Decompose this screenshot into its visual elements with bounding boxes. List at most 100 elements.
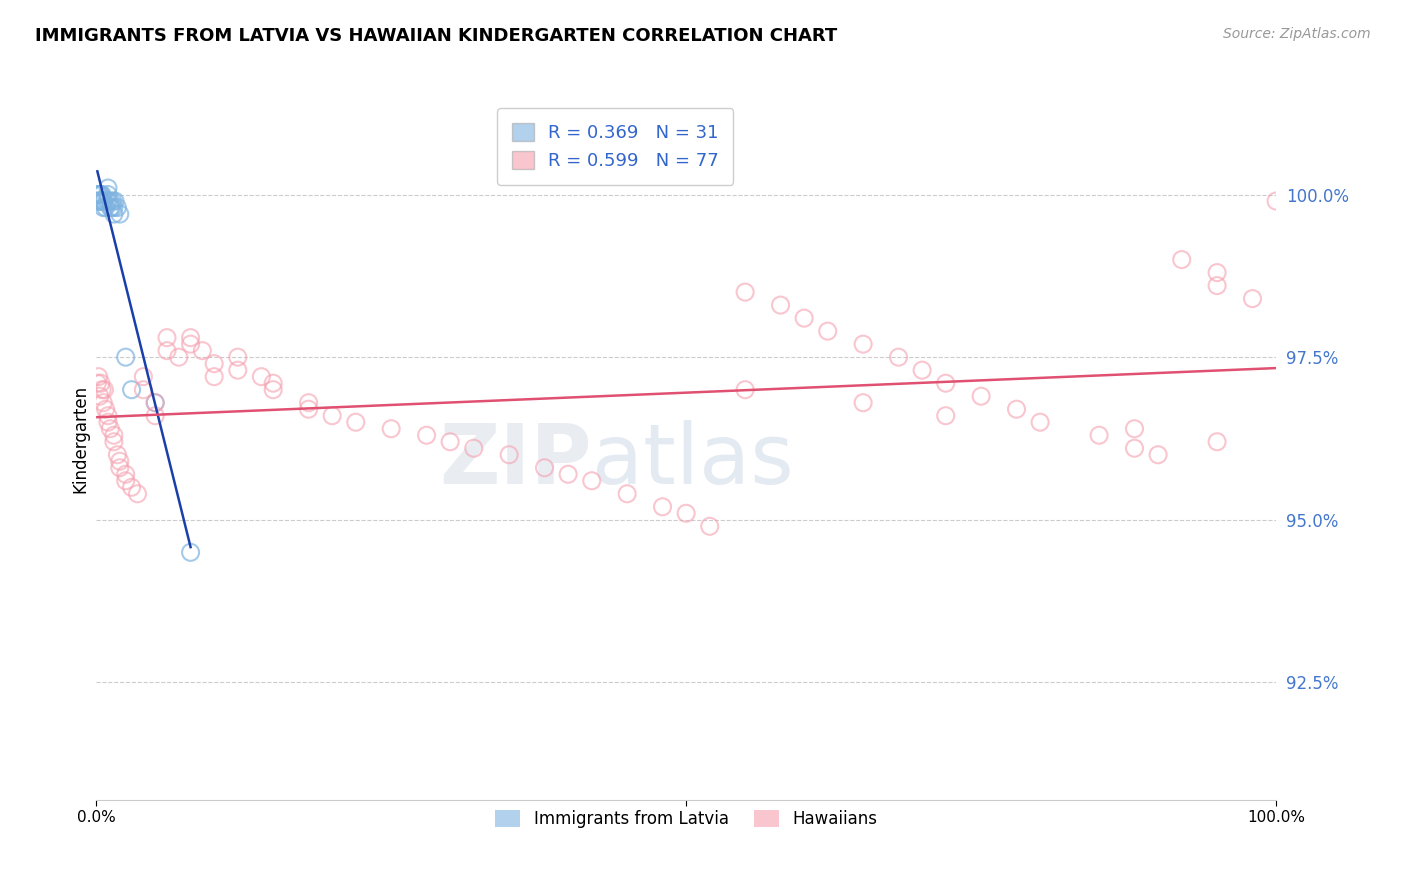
Point <box>321 409 343 423</box>
Point <box>91 383 114 397</box>
Point <box>180 337 202 351</box>
Point <box>1123 442 1146 456</box>
Point <box>1265 194 1288 208</box>
Point <box>91 194 114 208</box>
Point <box>89 187 111 202</box>
Point <box>911 363 934 377</box>
Point <box>852 337 875 351</box>
Point <box>734 285 756 299</box>
Point <box>104 194 127 208</box>
Legend: Immigrants from Latvia, Hawaiians: Immigrants from Latvia, Hawaiians <box>489 803 883 835</box>
Point <box>581 474 603 488</box>
Point <box>297 402 319 417</box>
Point <box>180 331 202 345</box>
Point <box>156 331 179 345</box>
Point <box>935 409 957 423</box>
Point <box>180 545 202 559</box>
Point <box>769 298 792 312</box>
Point <box>90 187 112 202</box>
Point <box>89 194 111 208</box>
Point <box>226 363 249 377</box>
Point <box>734 383 756 397</box>
Point <box>143 395 166 409</box>
Point <box>143 395 166 409</box>
Point <box>97 415 120 429</box>
Point <box>100 201 122 215</box>
Point <box>94 402 117 417</box>
Point <box>415 428 437 442</box>
Point <box>87 194 110 208</box>
Point <box>87 187 110 202</box>
Point <box>202 357 225 371</box>
Point <box>91 187 114 202</box>
Point <box>108 454 131 468</box>
Point <box>463 442 485 456</box>
Point <box>156 343 179 358</box>
Point <box>1123 422 1146 436</box>
Point <box>1147 448 1170 462</box>
Point <box>103 428 125 442</box>
Point <box>86 376 108 391</box>
Point <box>935 376 957 391</box>
Point <box>114 350 136 364</box>
Point <box>98 201 121 215</box>
Point <box>103 434 125 449</box>
Point <box>1206 434 1229 449</box>
Point <box>98 194 121 208</box>
Point <box>94 201 117 215</box>
Point <box>1206 266 1229 280</box>
Y-axis label: Kindergarten: Kindergarten <box>72 384 89 492</box>
Point <box>699 519 721 533</box>
Point <box>793 311 815 326</box>
Point <box>132 369 155 384</box>
Point <box>380 422 402 436</box>
Point <box>93 383 115 397</box>
Point <box>1241 292 1264 306</box>
Point <box>1088 428 1111 442</box>
Point <box>132 383 155 397</box>
Point <box>90 194 112 208</box>
Point <box>103 201 125 215</box>
Point <box>262 376 284 391</box>
Point <box>108 460 131 475</box>
Point <box>127 487 149 501</box>
Point <box>114 467 136 482</box>
Point <box>114 474 136 488</box>
Point <box>1206 278 1229 293</box>
Point <box>91 201 114 215</box>
Point <box>852 395 875 409</box>
Point <box>202 369 225 384</box>
Point <box>93 194 115 208</box>
Point <box>226 350 249 364</box>
Point <box>86 187 108 202</box>
Point <box>107 201 129 215</box>
Point <box>121 480 143 494</box>
Point <box>86 194 108 208</box>
Text: Source: ZipAtlas.com: Source: ZipAtlas.com <box>1223 27 1371 41</box>
Point <box>143 409 166 423</box>
Point <box>533 460 555 475</box>
Point <box>887 350 910 364</box>
Point <box>97 194 120 208</box>
Point <box>89 389 111 403</box>
Point <box>96 194 118 208</box>
Point <box>297 395 319 409</box>
Text: atlas: atlas <box>592 419 793 500</box>
Point <box>439 434 461 449</box>
Point <box>1005 402 1028 417</box>
Text: IMMIGRANTS FROM LATVIA VS HAWAIIAN KINDERGARTEN CORRELATION CHART: IMMIGRANTS FROM LATVIA VS HAWAIIAN KINDE… <box>35 27 838 45</box>
Point <box>191 343 214 358</box>
Point <box>557 467 579 482</box>
Point <box>1170 252 1192 267</box>
Point <box>97 181 120 195</box>
Point <box>817 324 839 338</box>
Point <box>675 506 697 520</box>
Point <box>262 383 284 397</box>
Point <box>167 350 190 364</box>
Point <box>651 500 673 514</box>
Point <box>108 207 131 221</box>
Point <box>970 389 993 403</box>
Point <box>97 409 120 423</box>
Point <box>103 207 125 221</box>
Point <box>1029 415 1052 429</box>
